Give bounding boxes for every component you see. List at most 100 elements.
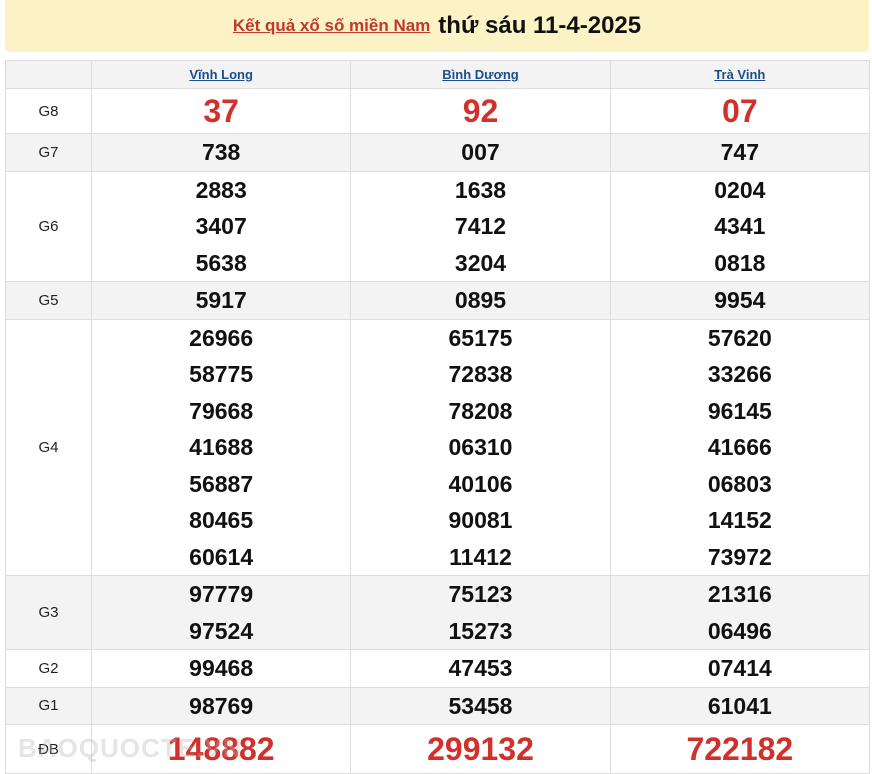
prize-label: G1 (5, 686, 92, 725)
prize-number: 0204 (714, 176, 766, 203)
prize-number: 79668 (189, 397, 254, 424)
prize-number: 06310 (448, 434, 513, 460)
prize-number: 5638 (195, 249, 247, 276)
prize-number: 92 (462, 93, 499, 129)
prize-cell: 53458 (350, 686, 611, 725)
prize-number: 72838 (448, 361, 513, 387)
prize-cell: 0895 (350, 281, 611, 320)
prize-number: 3407 (195, 213, 247, 239)
prize-cell: 007 (350, 133, 611, 172)
prize-label: G8 (5, 88, 92, 134)
prize-number: 148882 (167, 731, 275, 767)
prize-number: 78208 (448, 397, 513, 424)
prize-cell: 0204 4341 0818 (609, 170, 871, 282)
prize-cell: 97779 97524 (90, 575, 352, 650)
prize-cell: 07414 (609, 649, 871, 688)
prize-number: 37 (203, 93, 239, 129)
prize-number: 0818 (714, 249, 766, 276)
prize-label: G3 (5, 575, 92, 650)
prize-number: 53458 (448, 692, 513, 719)
prize-row: G7 738 007 747 (5, 133, 871, 172)
prize-number: 80465 (189, 507, 254, 533)
prize-number: 14152 (707, 507, 772, 533)
results-table: Vĩnh Long Bình Dương Trà Vinh G8 37 92 07 G7… (5, 60, 871, 774)
prize-cell: 722182 (609, 724, 871, 774)
prize-cell: 2883 3407 5638 (90, 170, 352, 282)
prize-row: G1 98769 53458 61041 (5, 686, 871, 725)
prize-number: 21316 (707, 581, 772, 607)
prize-number: 007 (461, 139, 500, 165)
prize-number: 65175 (448, 324, 513, 351)
prize-cell: 57620 33266 96145 41666 06803 14152 73972 (609, 318, 871, 576)
prize-number: 747 (720, 139, 760, 165)
prize-label: G2 (5, 649, 92, 688)
prize-number: 57620 (707, 324, 772, 351)
draw-date: thứ sáu 11-4-2025 (438, 12, 642, 39)
prize-cell: 75123 15273 (350, 575, 611, 650)
prize-cell: 747 (609, 133, 871, 172)
prize-cell: 07 (609, 88, 871, 134)
results-link[interactable]: Kết quả xổ số miền Nam (232, 16, 431, 35)
prize-number: 4341 (714, 213, 766, 239)
prize-number: 07 (722, 93, 758, 129)
prize-number: 738 (201, 139, 241, 165)
page-header: Kết quả xổ số miền Nam thứ sáu 11-4-2025 (5, 0, 869, 52)
prize-row: ĐB 148882 299132 722182 (5, 724, 871, 774)
prize-cell: 21316 06496 (609, 575, 871, 650)
prize-number: 96145 (707, 397, 772, 424)
prize-number: 0895 (454, 287, 507, 313)
prize-number: 3204 (454, 249, 507, 276)
prize-cell: 61041 (609, 686, 871, 725)
prize-cell: 148882 (90, 724, 352, 774)
province-link[interactable]: Trà Vinh (714, 67, 766, 82)
prize-label: G7 (5, 133, 92, 172)
prize-number: 40106 (448, 470, 513, 497)
prize-number: 60614 (189, 543, 254, 570)
prize-label: ĐB (5, 724, 92, 774)
prize-number: 06803 (707, 470, 772, 497)
prize-number: 90081 (448, 507, 513, 533)
prize-number: 299132 (427, 731, 534, 767)
prize-number: 2883 (195, 176, 247, 203)
prize-number: 61041 (707, 692, 772, 719)
prize-cell: 99468 (90, 649, 352, 688)
prize-number: 11412 (449, 543, 512, 570)
corner-cell (5, 60, 92, 89)
prize-cell: 92 (350, 88, 611, 134)
prize-row: G6 2883 3407 5638 1638 7412 3204 0204 4341 0818 (5, 170, 871, 282)
prize-cell: 65175 72838 78208 06310 40106 90081 11412 (350, 318, 611, 576)
province-link[interactable]: Bình Dương (442, 67, 519, 82)
prize-label: G5 (5, 281, 92, 320)
prize-label: G6 (5, 170, 92, 282)
prize-cell: 47453 (350, 649, 611, 688)
prize-number: 1638 (454, 176, 507, 203)
prize-row: G3 97779 97524 75123 15273 21316 06496 (5, 575, 871, 650)
prize-number: 06496 (707, 617, 772, 644)
prize-number: 33266 (707, 361, 772, 387)
prize-number: 98769 (189, 692, 254, 719)
prize-number: 75123 (448, 581, 513, 607)
prize-cell: 738 (90, 133, 352, 172)
prize-row: G5 5917 0895 9954 (5, 281, 871, 320)
prize-number: 9954 (714, 287, 766, 313)
prize-number: 5917 (195, 287, 247, 313)
prize-cell: 98769 (90, 686, 352, 725)
prize-cell: 26966 58775 79668 41688 56887 80465 60614 (90, 318, 352, 576)
prize-number: 73972 (707, 543, 772, 570)
prize-number: 07414 (707, 655, 772, 681)
prize-row: G2 99468 47453 07414 (5, 649, 871, 688)
prize-number: 58775 (189, 361, 254, 387)
prize-number: 97524 (189, 617, 254, 644)
prize-number: 99468 (189, 655, 254, 681)
prize-number: 47453 (448, 655, 513, 681)
prize-number: 56887 (189, 470, 254, 497)
province-link[interactable]: Vĩnh Long (189, 67, 253, 82)
prize-label: G4 (5, 318, 92, 576)
prize-row: G4 26966 58775 79668 41688 56887 80465 60614 651… (5, 318, 871, 576)
prize-cell: 5917 (90, 281, 352, 320)
prize-number: 97779 (189, 581, 254, 607)
prize-number: 15273 (448, 617, 513, 644)
prize-number: 722182 (686, 731, 794, 767)
prize-cell: 299132 (350, 724, 611, 774)
prize-number: 41688 (189, 434, 254, 460)
